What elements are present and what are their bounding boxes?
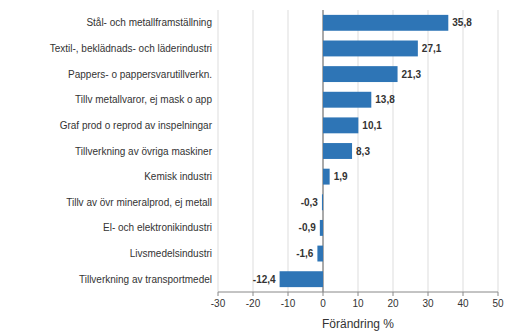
tick-label: 40 (457, 298, 469, 309)
bar (280, 271, 323, 287)
grid-line (498, 10, 499, 292)
data-label: 35,8 (452, 17, 472, 28)
tick-mark (393, 292, 394, 296)
data-label: 13,8 (375, 94, 395, 105)
data-label: 27,1 (422, 43, 442, 54)
category-label: El- och elektronikindustri (103, 222, 212, 233)
tick-mark (428, 292, 429, 296)
category-label: Pappers- o pappersvarutillverkn. (68, 69, 212, 80)
tick-label: 30 (422, 298, 434, 309)
bar (323, 92, 371, 108)
grid-line (288, 10, 289, 292)
bar (323, 143, 352, 159)
category-label: Livsmedelsindustri (130, 248, 212, 259)
data-label: 10,1 (362, 120, 382, 131)
tick-label: -10 (281, 298, 296, 309)
tick-mark (323, 292, 324, 296)
bar (323, 15, 448, 31)
category-label: Textil-, beklädnads- och läderindustri (50, 43, 212, 54)
chart-container: -12,4 -1,6 -0,9 -0,3 1,9 8,3 10,1 13,8 21,3 27,1 3… (0, 0, 516, 336)
tick-mark (358, 292, 359, 296)
bar (323, 169, 330, 185)
data-label: 8,3 (356, 146, 370, 157)
data-label: -12,4 (253, 274, 276, 285)
category-label: Kemisk industri (144, 171, 212, 182)
bar (323, 41, 418, 57)
x-axis-label: Förändring % (322, 317, 394, 331)
category-label: Tillv av övr mineralprod, ej metall (66, 197, 212, 208)
category-label: Tillverkning av transportmedel (79, 274, 212, 285)
data-label: 21,3 (402, 69, 422, 80)
tick-label: 20 (387, 298, 399, 309)
category-label: Stål- och metallframställning (86, 17, 212, 28)
tick-mark (253, 292, 254, 296)
bar (317, 246, 323, 262)
bar (322, 194, 323, 210)
category-label: Graf prod o reprod av inspelningar (60, 120, 213, 131)
data-label: -0,3 (301, 197, 319, 208)
tick-mark (463, 292, 464, 296)
bar (320, 220, 323, 236)
data-label: -0,9 (299, 222, 317, 233)
bar (323, 66, 398, 82)
category-axis: Tillverkning av transportmedel Livsmedels… (50, 17, 213, 284)
tick-label: -30 (211, 298, 226, 309)
grid-line (463, 10, 464, 292)
data-labels: -12,4 -1,6 -0,9 -0,3 1,9 8,3 10,1 13,8 21,3 27,1 3… (253, 17, 472, 284)
tick-label: -20 (246, 298, 261, 309)
tick-mark (288, 292, 289, 296)
grid-line (253, 10, 254, 292)
chart: -12,4 -1,6 -0,9 -0,3 1,9 8,3 10,1 13,8 21,3 27,1 3… (0, 0, 516, 336)
data-label: -1,6 (296, 248, 314, 259)
tick-mark (218, 292, 219, 296)
bars (280, 15, 449, 287)
category-label: Tillv metallvaror, ej mask o app (75, 94, 212, 105)
tick-label: 50 (492, 298, 504, 309)
data-label: 1,9 (334, 171, 348, 182)
grid (218, 10, 498, 292)
tick-label: 0 (320, 298, 326, 309)
grid-line (218, 10, 219, 292)
x-axis: -30 -20 -10 0 10 20 30 40 50 (211, 292, 504, 309)
tick-mark (498, 292, 499, 296)
bar (323, 117, 358, 133)
category-label: Tillverkning av övriga maskiner (75, 146, 213, 157)
tick-label: 10 (352, 298, 364, 309)
